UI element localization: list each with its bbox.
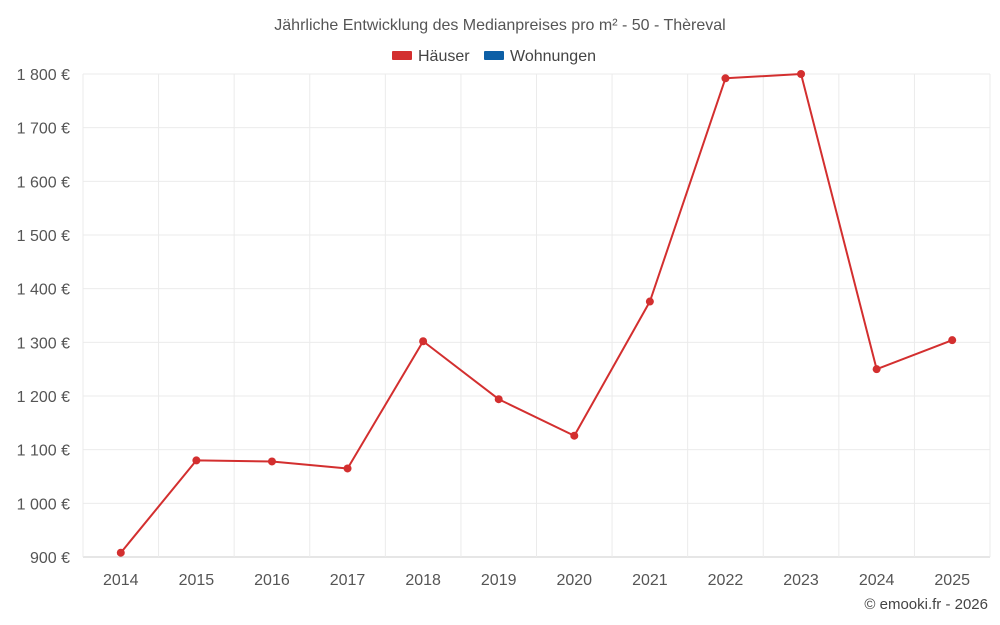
legend-label-haeuser[interactable]: Häuser <box>418 48 470 65</box>
data-point-haeuser[interactable] <box>721 74 730 83</box>
y-tick-label: 1 800 € <box>17 67 70 84</box>
y-tick-label: 1 300 € <box>17 335 70 352</box>
x-tick-label: 2022 <box>708 572 744 589</box>
x-tick-label: 2019 <box>481 572 517 589</box>
x-tick-label: 2016 <box>254 572 290 589</box>
data-point-haeuser[interactable] <box>192 456 201 465</box>
series-haeuser <box>116 70 957 557</box>
data-point-haeuser[interactable] <box>343 464 352 473</box>
data-point-haeuser[interactable] <box>948 336 957 345</box>
x-tick-label: 2015 <box>179 572 215 589</box>
x-tick-label: 2023 <box>783 572 819 589</box>
x-tick-label: 2024 <box>859 572 895 589</box>
data-point-haeuser[interactable] <box>116 548 125 557</box>
data-point-haeuser[interactable] <box>570 431 579 440</box>
grid <box>82 73 991 558</box>
legend: Häuser Wohnungen <box>392 48 596 65</box>
y-tick-label: 1 400 € <box>17 282 70 299</box>
x-tick-label: 2017 <box>330 572 366 589</box>
x-tick-label: 2021 <box>632 572 668 589</box>
series-line-haeuser <box>120 73 953 554</box>
x-tick-label: 2018 <box>405 572 441 589</box>
data-point-haeuser[interactable] <box>494 395 503 404</box>
data-point-haeuser[interactable] <box>419 337 428 346</box>
x-axis-ticks: 2014 2015 2016 2017 2018 2019 2020 2021 2022 2023… <box>103 572 970 589</box>
credit: © emooki.fr - 2026 <box>864 596 988 613</box>
y-tick-label: 1 600 € <box>17 174 70 191</box>
y-tick-label: 1 100 € <box>17 443 70 460</box>
y-tick-label: 1 700 € <box>17 121 70 138</box>
data-point-haeuser[interactable] <box>645 297 654 306</box>
legend-swatch-wohnungen <box>484 51 504 60</box>
legend-swatch-haeuser <box>392 51 412 60</box>
y-tick-label: 1 200 € <box>17 389 70 406</box>
y-tick-label: 1 000 € <box>17 496 70 513</box>
data-point-haeuser[interactable] <box>267 457 276 466</box>
x-tick-label: 2014 <box>103 572 139 589</box>
y-tick-label: 1 500 € <box>17 228 70 245</box>
data-point-haeuser[interactable] <box>872 365 881 374</box>
chart-title: Jährliche Entwicklung des Medianpreises … <box>274 17 725 34</box>
data-point-haeuser[interactable] <box>797 70 806 78</box>
x-tick-label: 2025 <box>934 572 970 589</box>
y-axis-ticks: 900 € 1 000 € 1 100 € 1 200 € 1 300 € 1 400 €… <box>17 67 70 567</box>
x-tick-label: 2020 <box>556 572 592 589</box>
legend-label-wohnungen[interactable]: Wohnungen <box>510 48 596 65</box>
y-tick-label: 900 € <box>30 550 70 567</box>
